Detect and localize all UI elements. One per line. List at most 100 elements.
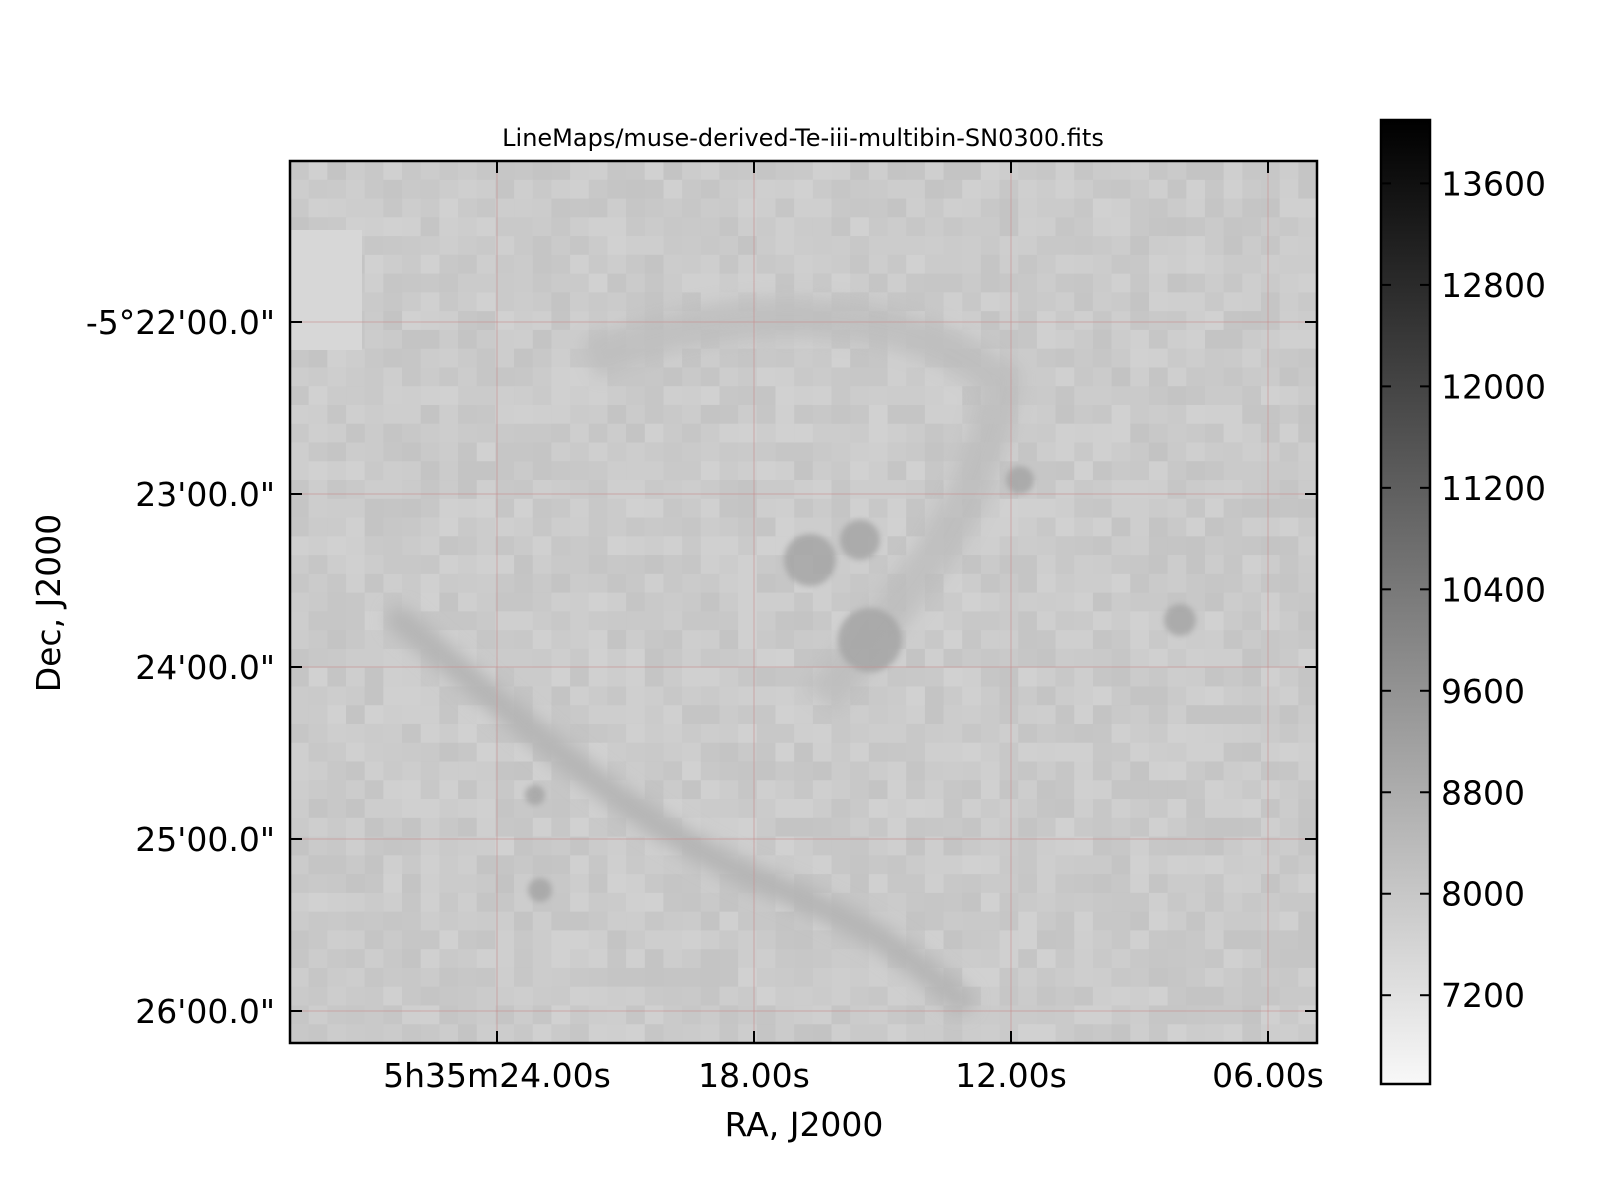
map-cell <box>1298 179 1317 200</box>
map-cell <box>1186 986 1206 1007</box>
map-cell <box>980 667 1001 688</box>
map-cell <box>1260 217 1281 237</box>
map-cell <box>607 198 627 218</box>
map-cell <box>327 780 347 800</box>
map-cell <box>1204 705 1225 725</box>
map-cell <box>850 573 870 594</box>
map-cell <box>1111 723 1131 744</box>
map-cell <box>439 686 459 706</box>
colorbar-tick-label: 9600 <box>1441 672 1525 711</box>
map-cell <box>644 292 665 312</box>
map-cell <box>1186 292 1206 312</box>
map-cell <box>719 461 739 481</box>
map-cell <box>308 630 328 650</box>
map-cell <box>999 555 1019 575</box>
map-cell <box>514 855 534 875</box>
map-cell <box>663 705 683 725</box>
map-cell <box>1092 592 1113 612</box>
map-cell <box>1111 480 1131 500</box>
map-cell <box>1111 442 1131 462</box>
map-cell <box>962 761 982 781</box>
colorbar-ticks: 1360012800120001120010400960088008000720… <box>1381 164 1546 1015</box>
map-cell <box>943 611 963 631</box>
map-cell <box>775 986 795 1007</box>
map-cell <box>588 217 609 237</box>
map-cell <box>738 236 758 256</box>
map-cell <box>812 179 833 200</box>
map-cell <box>1186 667 1206 688</box>
map-cell <box>1148 179 1169 200</box>
map-cell <box>980 236 1001 256</box>
map-cell <box>532 536 553 556</box>
map-cell <box>1242 198 1262 218</box>
map-cell <box>924 386 945 406</box>
map-cell <box>1092 423 1113 444</box>
map-cell <box>644 367 665 387</box>
map-cell <box>812 498 833 519</box>
map-cell <box>495 348 515 369</box>
map-cell <box>1186 329 1206 350</box>
map-cell <box>1055 761 1075 781</box>
map-cell <box>1298 348 1317 369</box>
map-cell <box>831 949 851 969</box>
knot-feature <box>1006 466 1034 494</box>
map-cell <box>364 573 384 594</box>
map-cell <box>1260 311 1281 331</box>
map-cell <box>980 761 1001 781</box>
map-cell <box>682 423 702 444</box>
map-cell <box>1092 461 1113 481</box>
map-cell <box>1074 442 1094 462</box>
map-cell <box>1279 461 1299 481</box>
map-cell <box>943 161 963 181</box>
map-cell <box>551 967 571 988</box>
map-cell <box>1074 498 1094 519</box>
map-cell <box>626 592 646 612</box>
map-cell <box>868 348 889 369</box>
map-cell <box>1186 236 1206 256</box>
map-cell <box>700 179 721 200</box>
map-cell <box>570 836 590 856</box>
map-cell <box>906 480 926 500</box>
map-cell <box>588 423 609 444</box>
map-cell <box>1074 592 1094 612</box>
map-cell <box>1074 273 1094 293</box>
map-cell <box>999 930 1019 950</box>
map-cell <box>383 442 403 462</box>
map-cell <box>775 498 795 519</box>
map-cell <box>476 1005 496 1025</box>
map-cell <box>1298 761 1317 781</box>
map-cell <box>1279 648 1299 669</box>
map-cell <box>1130 911 1150 932</box>
map-cell <box>1036 423 1057 444</box>
map-cell <box>1074 817 1094 838</box>
map-cell <box>868 855 889 875</box>
map-cell <box>999 686 1019 706</box>
map-cell <box>458 874 478 894</box>
map-cell <box>850 742 870 763</box>
x-tick-label: 12.00s <box>955 1056 1067 1095</box>
map-cell <box>1111 911 1131 932</box>
map-cell <box>495 949 515 969</box>
map-cell <box>738 986 758 1007</box>
map-cell <box>682 761 702 781</box>
map-cell <box>439 573 459 594</box>
map-cell <box>420 1005 440 1025</box>
map-cell <box>1055 367 1075 387</box>
map-cell <box>775 198 795 218</box>
map-cell <box>1018 254 1038 275</box>
map-cell <box>887 536 907 556</box>
map-cell <box>943 217 963 237</box>
map-cell <box>476 836 496 856</box>
map-cell <box>663 217 683 237</box>
map-cell <box>1036 292 1057 312</box>
map-cell <box>1260 404 1281 425</box>
map-cell <box>1242 930 1262 950</box>
map-cell <box>738 536 758 556</box>
map-cell <box>346 874 366 894</box>
map-cell <box>626 742 646 763</box>
map-cell <box>794 986 814 1007</box>
map-cell <box>719 404 739 425</box>
map-cell <box>812 592 833 612</box>
map-cell <box>327 461 347 481</box>
map-cell <box>1298 705 1317 725</box>
